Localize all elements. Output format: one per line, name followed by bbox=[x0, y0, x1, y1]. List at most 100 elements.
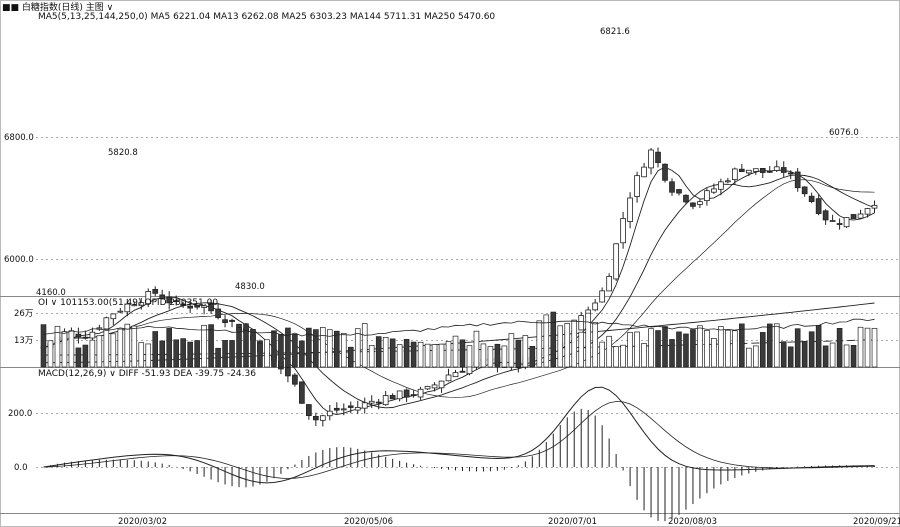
volume-bar bbox=[780, 341, 787, 368]
volume-bar bbox=[347, 346, 354, 368]
candle-body bbox=[208, 303, 214, 312]
volume-bar bbox=[766, 323, 773, 368]
volume-bar bbox=[368, 345, 375, 368]
volume-bar bbox=[725, 329, 731, 368]
dea-value: -39.75 bbox=[195, 369, 225, 379]
macd-indicator-selector[interactable]: MACD(12,26,9) ∨ bbox=[38, 369, 116, 379]
ma25-value: 6303.23 bbox=[309, 12, 347, 22]
volume-bar bbox=[131, 325, 138, 368]
volume-bar bbox=[773, 323, 780, 368]
open-interest-line bbox=[43, 318, 875, 337]
volume-bar bbox=[648, 328, 654, 368]
volume-bar bbox=[829, 342, 836, 368]
ma144-label: MA144 bbox=[349, 12, 381, 22]
annotation-low-aug: 6076.0 bbox=[829, 128, 859, 138]
candle-body bbox=[787, 172, 794, 175]
symbol-title[interactable]: ■■ 白糖指数(日线) 主图 ∨ bbox=[2, 3, 114, 13]
volume-bar bbox=[75, 347, 82, 368]
candle-body bbox=[613, 243, 619, 280]
volume-indicator-selector[interactable]: OI ∨ bbox=[38, 298, 58, 308]
macd-legend: MACD(12,26,9) ∨ DIFF -51.93 DEA -39.75 -… bbox=[38, 369, 256, 379]
diff-label: DIFF bbox=[118, 369, 139, 379]
candle-body bbox=[857, 213, 864, 219]
volume-bar bbox=[683, 333, 689, 368]
volume-bar bbox=[320, 327, 326, 368]
open-interest-path bbox=[43, 318, 875, 337]
volume-bar bbox=[110, 333, 117, 368]
volume-bar bbox=[487, 346, 494, 368]
volume-bar bbox=[438, 343, 445, 368]
volume-bar bbox=[459, 339, 466, 368]
volume-bar bbox=[250, 329, 256, 368]
volume-bar bbox=[473, 330, 480, 368]
xtick-label: 2020/08/03 bbox=[668, 517, 717, 527]
volume-bar bbox=[278, 334, 284, 368]
volume-bar bbox=[739, 323, 745, 368]
candle-body bbox=[669, 181, 675, 193]
volume-bar bbox=[271, 330, 277, 368]
ma250-label: MA250 bbox=[423, 12, 456, 22]
volume-bar bbox=[292, 333, 298, 368]
candle-body bbox=[131, 304, 138, 307]
candle-body bbox=[312, 415, 319, 421]
volume-bar bbox=[159, 340, 166, 368]
candle-body bbox=[431, 384, 438, 389]
candle-body bbox=[75, 333, 82, 338]
volume-bar bbox=[508, 333, 515, 368]
diff-value: -51.93 bbox=[141, 369, 171, 379]
candle-body bbox=[864, 208, 871, 215]
candle-body bbox=[836, 223, 843, 225]
candle-body bbox=[110, 313, 117, 320]
volume-bar bbox=[850, 344, 857, 368]
candle-body bbox=[752, 168, 759, 172]
volume-bar bbox=[634, 331, 640, 368]
candle-body bbox=[599, 290, 606, 303]
volume-bar bbox=[285, 327, 291, 368]
volume-bar bbox=[89, 339, 96, 368]
price-ytick-bottom: 6000.0 bbox=[4, 255, 34, 265]
xtick-label: 2020/09/21 bbox=[853, 517, 900, 527]
ma144-value: 5711.31 bbox=[383, 12, 422, 22]
candle-body bbox=[690, 202, 696, 207]
candle-body bbox=[745, 169, 752, 174]
volume-ytick-top: 26万 bbox=[14, 309, 33, 319]
volume-bar bbox=[222, 340, 228, 368]
volume-bar bbox=[711, 338, 717, 368]
volume-bar bbox=[494, 343, 501, 368]
volume-bar bbox=[620, 344, 626, 368]
candle-body bbox=[718, 181, 724, 190]
volume-bar bbox=[257, 342, 263, 368]
volume-bar bbox=[396, 344, 403, 368]
volume-bar bbox=[306, 327, 312, 368]
volume-bar bbox=[557, 325, 564, 368]
ma5-line bbox=[43, 166, 875, 415]
dea-label: DEA bbox=[173, 369, 193, 379]
candle-body bbox=[306, 404, 312, 417]
ma-params-label[interactable]: MA5(5,13,25,144,250,0) bbox=[38, 12, 148, 22]
volume-bar bbox=[299, 340, 305, 368]
volume-bar bbox=[515, 339, 522, 368]
candle-body bbox=[683, 194, 689, 203]
volume-bar bbox=[690, 329, 696, 368]
candle-body bbox=[201, 305, 207, 308]
candle-body bbox=[117, 310, 124, 313]
volume-bar bbox=[229, 340, 235, 368]
candle-body bbox=[152, 288, 159, 294]
volume-bar bbox=[543, 314, 550, 368]
candle-body bbox=[780, 167, 787, 173]
xtick-label: 2020/03/02 bbox=[118, 517, 167, 527]
volume-bar bbox=[669, 339, 675, 368]
volume-bar bbox=[606, 335, 612, 368]
volume-bar bbox=[752, 345, 759, 368]
candle-body bbox=[138, 302, 145, 306]
volume-bar bbox=[208, 324, 214, 368]
volume-bar bbox=[578, 331, 585, 368]
candle-body bbox=[711, 188, 717, 193]
candle-body bbox=[361, 402, 368, 409]
volume-legend: OI ∨ 101153.00(51.49) OPID 200351.00 bbox=[38, 298, 218, 308]
candle-body bbox=[606, 276, 612, 292]
candle-body bbox=[725, 180, 731, 183]
volume-bar bbox=[340, 333, 347, 368]
volume-bar bbox=[410, 341, 417, 368]
candle-body bbox=[801, 186, 808, 195]
